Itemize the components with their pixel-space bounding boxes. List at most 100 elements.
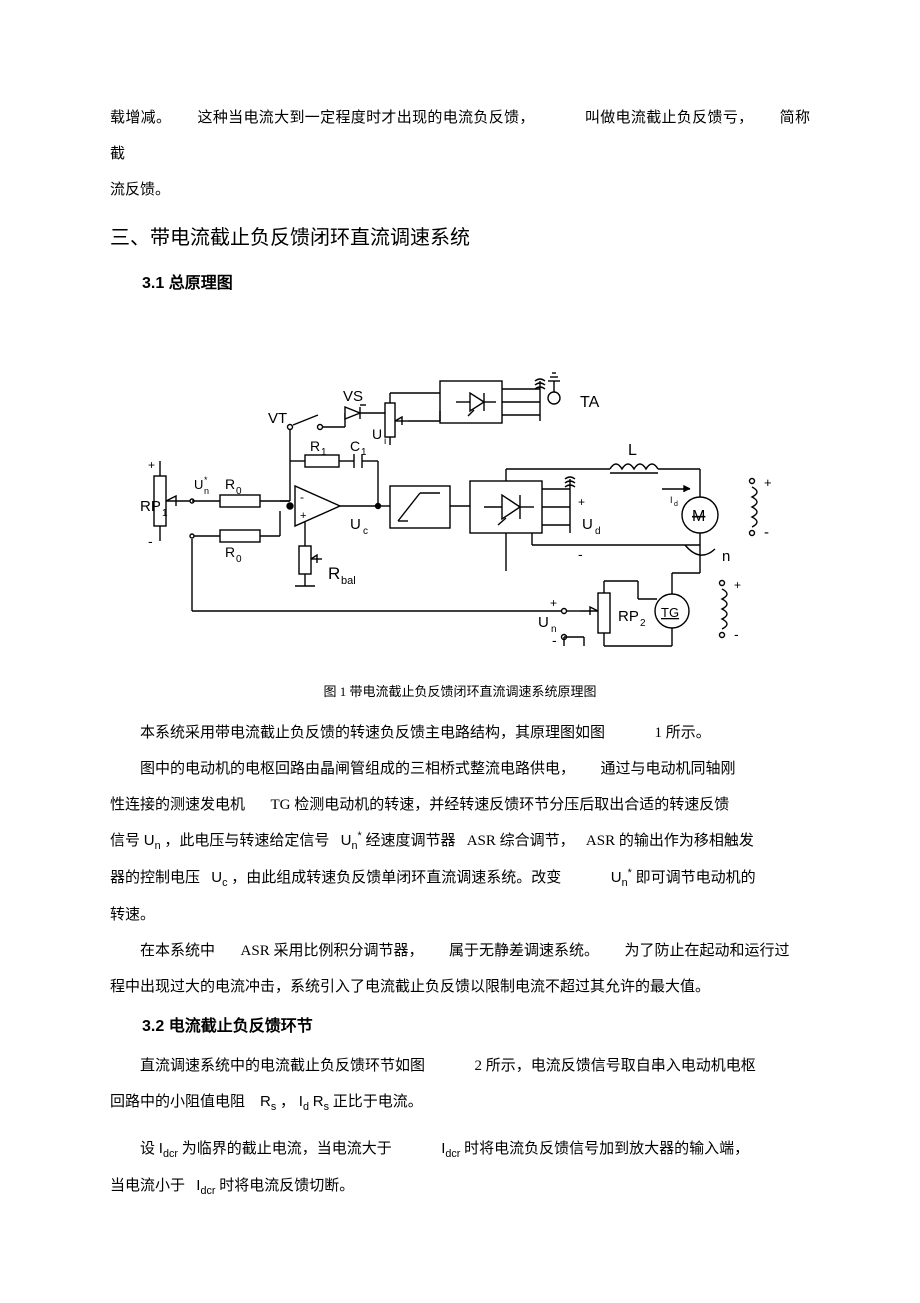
para-mid-3a: 在本系统中 ASR 采用比例积分调节器， 属于无静差调速系统。 为了防止在起动和… <box>110 933 810 969</box>
svg-text:RP: RP <box>618 608 639 625</box>
svg-text:c: c <box>363 526 368 537</box>
svg-text:+: + <box>734 578 741 592</box>
svg-text:VT: VT <box>268 410 287 427</box>
svg-text:i: i <box>384 436 386 447</box>
txt: 直流调速系统中的电流截止负反馈环节如图 <box>140 1058 425 1074</box>
svg-text:U: U <box>538 614 549 631</box>
txt: 程中出现过大的电流冲击，系统引入了电流截止负反馈以限制电流不超过其允许的最大值。 <box>110 979 710 995</box>
svg-text:1: 1 <box>361 447 367 458</box>
txt: 通过与电动机同轴刚 <box>601 761 736 777</box>
svg-text:-: - <box>148 533 153 549</box>
para-mid-3b: 程中出现过大的电流冲击，系统引入了电流截止负反馈以限制电流不超过其允许的最大值。 <box>110 969 810 1005</box>
svg-text:R: R <box>225 544 235 560</box>
para-top-line2: 流反馈。 <box>110 172 810 208</box>
para-mid-2d: 器的控制电压 Uc ，由此组成转速负反馈单闭环直流调速系统。改变 Un* 即可调… <box>110 860 810 897</box>
svg-text:1: 1 <box>162 508 168 519</box>
txt: 属于无静差调速系统。 <box>449 943 599 959</box>
figure-1-wrap: + - RP1 Un* R0 R0 - + Rbal R1 C1 VT <box>110 311 810 671</box>
svg-text:-: - <box>552 632 557 648</box>
svg-text:0: 0 <box>236 486 242 497</box>
var-id: Id <box>299 1093 309 1110</box>
heading-section-3: 三、带电流截止负反馈闭环直流调速系统 <box>110 216 810 260</box>
svg-text:M: M <box>692 508 705 525</box>
svg-text:d: d <box>595 526 601 537</box>
para-mid-1: 本系统采用带电流截止负反馈的转速负反馈主电路结构，其原理图如图 1 所示。 <box>110 715 810 751</box>
svg-text:U: U <box>350 516 361 533</box>
para-mid-2b: 性连接的测速发电机 TG 检测电动机的转速，并经转速反馈环节分压后取出合适的转速… <box>110 787 810 823</box>
txt: 这种当电流大到一定程度时才出现的电流负反馈， <box>197 110 534 126</box>
txt: ASR 的输出作为移相触发 <box>586 833 754 849</box>
svg-text:+: + <box>578 495 585 509</box>
txt: 图 1 带电流截止负反馈闭环直流调速系统原理图 <box>323 684 596 699</box>
svg-text:R: R <box>225 476 235 492</box>
txt: 载增减。 <box>110 110 171 126</box>
txt: ，由此组成转速负反馈单闭环直流调速系统。改变 <box>231 870 561 886</box>
svg-text:I: I <box>670 495 673 505</box>
txt: 为临界的截止电流，当电流大于 <box>182 1141 392 1157</box>
txt: 为了防止在起动和运行过 <box>624 943 789 959</box>
svg-text:2: 2 <box>640 618 646 629</box>
txt: 2 所示，电流反馈信号取自串入电动机电枢 <box>475 1058 756 1074</box>
txt: 在本系统中 <box>140 943 215 959</box>
txt: 当电流小于 <box>110 1178 185 1194</box>
var-un-star-2: Un* <box>611 869 632 886</box>
para-mid-2c: 信号 Un ，此电压与转速给定信号 Un* 经速度调节器 ASR 综合调节， A… <box>110 823 810 860</box>
svg-text:R: R <box>328 564 340 583</box>
svg-text:0: 0 <box>236 554 242 565</box>
txt: ASR 采用比例积分调节器， <box>241 943 424 959</box>
para-mid-2e: 转速。 <box>110 897 810 933</box>
txt: 3.1 总原理图 <box>142 275 233 292</box>
var-un-star: Un* <box>341 832 362 849</box>
txt: 正比于电流。 <box>333 1094 423 1110</box>
var-uc: Uc <box>211 869 227 886</box>
svg-text:d: d <box>674 501 678 508</box>
svg-text:L: L <box>628 442 637 459</box>
var-rs: Rs <box>260 1093 276 1110</box>
txt: ASR 综合调节， <box>467 833 575 849</box>
para-mid-2a: 图中的电动机的电枢回路由晶闸管组成的三相桥式整流电路供电， 通过与电动机同轴刚 <box>110 751 810 787</box>
txt: 图中的电动机的电枢回路由晶闸管组成的三相桥式整流电路供电， <box>140 761 575 777</box>
svg-text:n: n <box>204 486 209 496</box>
svg-text:-: - <box>734 626 739 642</box>
svg-text:R: R <box>310 438 320 454</box>
svg-text:+: + <box>550 596 557 610</box>
heading-3-1: 3.1 总原理图 <box>142 266 810 301</box>
svg-text:C: C <box>350 438 360 454</box>
svg-text:-: - <box>300 490 304 504</box>
para-bot-1a: 直流调速系统中的电流截止负反馈环节如图 2 所示，电流反馈信号取自串入电动机电枢 <box>110 1048 810 1084</box>
para-bot-2b: 当电流小于 Idcr 时将电流反馈切断。 <box>110 1168 810 1205</box>
txt: 经速度调节器 <box>365 833 455 849</box>
txt: 1 所示。 <box>655 725 711 741</box>
txt: 3.2 电流截止负反馈环节 <box>142 1018 313 1035</box>
var-un: Un <box>144 832 161 849</box>
txt: 叫做电流截止负反馈亏， <box>585 110 754 126</box>
svg-text:bal: bal <box>341 575 356 587</box>
svg-text:U: U <box>372 426 382 442</box>
svg-text:RP: RP <box>140 498 161 515</box>
var-idcr-3: Idcr <box>196 1177 215 1194</box>
svg-text:n: n <box>722 548 730 565</box>
svg-text:1: 1 <box>321 447 327 458</box>
txt: ，此电压与转速给定信号 <box>164 833 329 849</box>
svg-text:TG: TG <box>661 605 679 620</box>
txt: 本系统采用带电流截止负反馈的转速负反馈主电路结构，其原理图如图 <box>140 725 605 741</box>
var-idcr: Idcr <box>159 1140 178 1157</box>
txt: 器的控制电压 <box>110 870 200 886</box>
txt: 流反馈。 <box>110 182 170 198</box>
figure-1-circuit-diagram: + - RP1 Un* R0 R0 - + Rbal R1 C1 VT <box>140 311 780 671</box>
para-bot-2a: 设 Idcr 为临界的截止电流，当电流大于 Idcr 时将电流负反馈信号加到放大… <box>110 1131 810 1168</box>
txt: 回路中的小阻值电阻 <box>110 1094 245 1110</box>
txt: TG 检测电动机的转速，并经转速反馈环节分压后取出合适的转速反馈 <box>271 797 730 813</box>
svg-text:+: + <box>300 510 306 522</box>
var-rs-2: Rs <box>313 1093 329 1110</box>
txt: 时将电流负反馈信号加到放大器的输入端， <box>464 1141 749 1157</box>
txt: 信号 <box>110 833 144 849</box>
figure-1-caption: 图 1 带电流截止负反馈闭环直流调速系统原理图 <box>110 679 810 705</box>
svg-text:*: * <box>204 475 208 485</box>
svg-text:+: + <box>764 475 772 490</box>
para-bot-1b: 回路中的小阻值电阻 Rs ， Id Rs 正比于电流。 <box>110 1084 810 1121</box>
txt: 三、带电流截止负反馈闭环直流调速系统 <box>110 227 470 249</box>
svg-text:VS: VS <box>343 388 363 405</box>
svg-text:U: U <box>582 516 593 533</box>
heading-3-2: 3.2 电流截止负反馈环节 <box>142 1009 810 1044</box>
